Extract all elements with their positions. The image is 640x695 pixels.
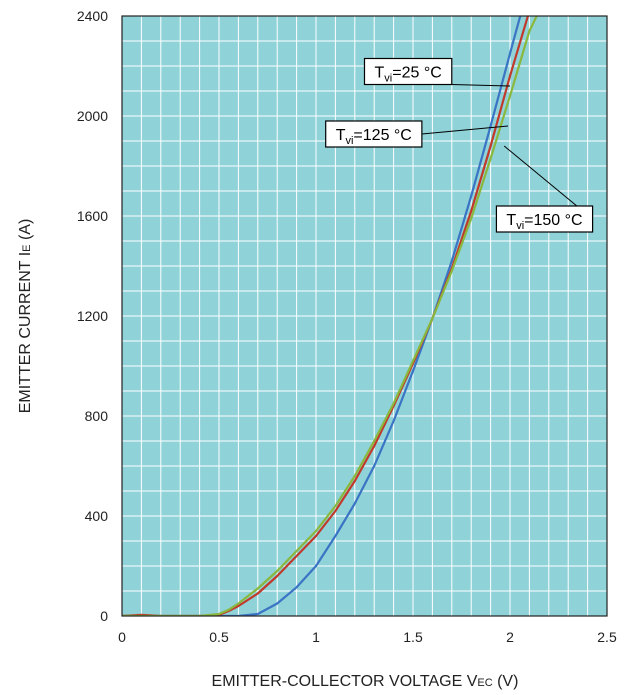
callout-label-t: T: [375, 65, 385, 82]
x-tick-label: 1: [312, 629, 320, 645]
x-tick-label: 0.5: [209, 629, 229, 645]
x-tick-label: 0: [118, 629, 126, 645]
ticks: 0 0.5 1 1.5 2 2.5 0 400 800 1200 1600 2000 2400: [77, 8, 617, 645]
callout-label-rest: =125 °C: [353, 127, 411, 144]
callout-leader-line: [451, 84, 511, 87]
callout-box: [495, 205, 594, 233]
callout-label-rest: =25 °C: [392, 65, 442, 82]
y-axis-title: EMITTER CURRENT IE (A): [17, 219, 34, 414]
callout-label-t: T: [336, 127, 346, 144]
x-tick-label: 2: [506, 629, 514, 645]
callout-label-t: T: [506, 212, 516, 229]
series-line-1: [122, 16, 522, 616]
x-axis-title-unit: (V): [493, 673, 519, 690]
y-tick-label: 400: [85, 508, 109, 524]
y-tick-label: 1200: [77, 308, 108, 324]
callout-label-sub: vi: [384, 73, 392, 85]
y-axis-title-sub: E: [21, 244, 33, 251]
x-tick-label: 2.5: [597, 629, 617, 645]
plot-frame: [121, 15, 608, 617]
x-axis-title-sub: EC: [477, 677, 492, 689]
y-tick-label: 2400: [77, 8, 108, 24]
callout-3: Tvi=150 °C: [495, 145, 594, 233]
callout-label-sub: vi: [516, 220, 524, 232]
series-line-3: [122, 16, 538, 616]
callout-label-rest: =150 °C: [524, 212, 582, 229]
callout-label: Tvi=125 °C: [336, 127, 412, 147]
callout-2: Tvi=125 °C: [325, 120, 509, 148]
callout-label: Tvi=150 °C: [506, 212, 582, 232]
grid: [122, 16, 607, 616]
y-tick-label: 800: [85, 408, 109, 424]
x-axis-title: EMITTER-COLLECTOR VOLTAGE VEC (V): [212, 673, 519, 690]
y-tick-label: 2000: [77, 108, 108, 124]
x-axis-title-main: EMITTER-COLLECTOR VOLTAGE V: [212, 673, 478, 690]
callout-box: [325, 120, 423, 148]
y-tick-label: 0: [100, 608, 108, 624]
y-axis-title-unit: (A): [17, 219, 34, 245]
callout-1: Tvi=25 °C: [363, 57, 511, 87]
callout-box: [363, 57, 453, 86]
callout-leader-line: [421, 125, 509, 135]
y-axis-title-main: EMITTER CURRENT I: [17, 252, 34, 413]
x-tick-label: 1.5: [403, 629, 423, 645]
callout-label-sub: vi: [345, 135, 353, 147]
y-tick-label: 1600: [77, 208, 108, 224]
callout-label: Tvi=25 °C: [375, 65, 442, 85]
